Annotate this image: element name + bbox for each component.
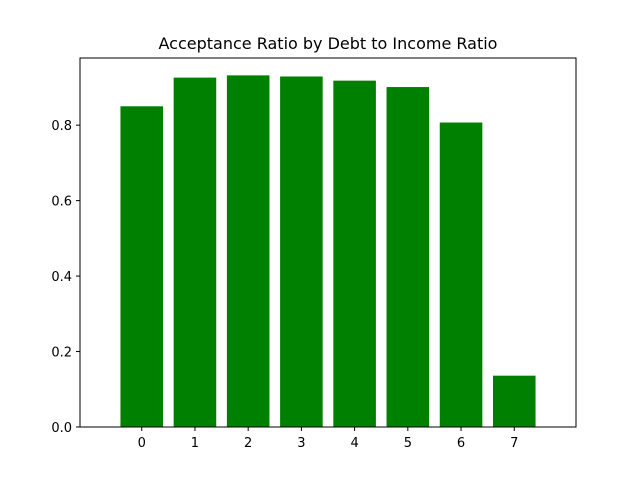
bar-6 [439, 122, 483, 427]
bars-group [120, 75, 536, 428]
bar-4 [333, 80, 376, 428]
axes-group [79, 57, 577, 428]
x-tick-label: 3 [297, 436, 305, 451]
bar-1 [173, 77, 217, 427]
x-tick-label: 4 [350, 436, 358, 451]
x-tick-label: 1 [191, 436, 199, 451]
y-axis-ticks: 0.0 0.2 0.4 0.6 0.8 [51, 119, 80, 436]
bar-5 [386, 87, 430, 427]
bar-2 [226, 75, 270, 427]
x-tick-label: 0 [138, 436, 146, 451]
x-axis-ticks: 0 1 2 3 4 5 6 7 [138, 427, 518, 451]
chart-title: Acceptance Ratio by Debt to Income Ratio [159, 34, 498, 53]
y-tick-label: 0.6 [51, 195, 72, 210]
x-tick-label: 6 [457, 436, 465, 451]
bar-0 [120, 106, 164, 427]
y-tick-label: 0.8 [51, 119, 72, 134]
bar-7 [492, 375, 536, 427]
x-tick-label: 7 [510, 436, 518, 451]
x-tick-label: 5 [404, 436, 412, 451]
y-tick-label: 0.4 [51, 270, 72, 285]
x-tick-label: 2 [244, 436, 252, 451]
plot-frame [79, 57, 577, 428]
y-tick-label: 0.0 [51, 421, 72, 436]
bar-3 [280, 76, 323, 427]
y-tick-label: 0.2 [51, 346, 72, 361]
